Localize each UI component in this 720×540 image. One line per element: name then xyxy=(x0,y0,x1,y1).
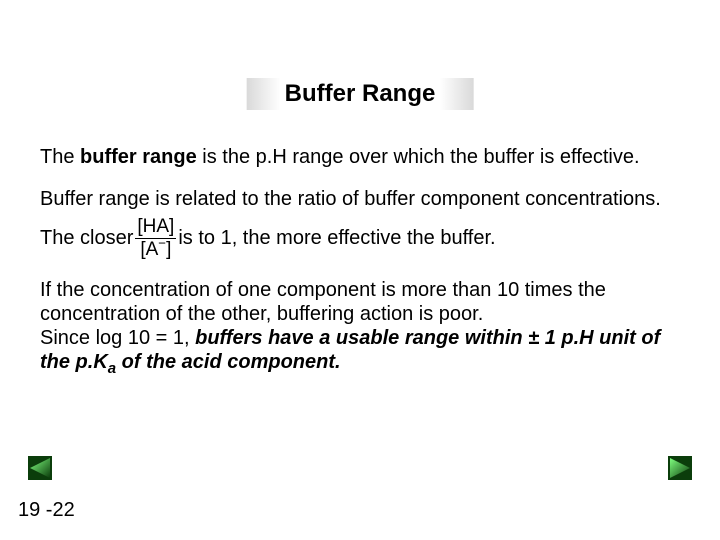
term-buffer-range: buffer range xyxy=(80,146,197,168)
fraction-numerator: [HA] xyxy=(135,217,176,237)
text-span: ] xyxy=(166,239,171,260)
subscript-a: a xyxy=(108,360,116,377)
fraction-ha-over-a: [HA] [A−] xyxy=(135,217,176,260)
text-span: The xyxy=(40,146,80,168)
text-span: The closer xyxy=(40,226,133,250)
text-span: of the acid component. xyxy=(116,351,340,373)
superscript-minus: − xyxy=(158,236,166,251)
nav-next-icon[interactable] xyxy=(668,456,692,480)
paragraph-usable-range: Since log 10 = 1, buffers have a usable … xyxy=(40,326,680,374)
paragraph-ratio: The closer [HA] [A−] is to 1, the more e… xyxy=(40,217,680,260)
slide-title: Buffer Range xyxy=(247,78,474,110)
text-span: is to 1, the more effective the buffer. xyxy=(178,226,495,250)
paragraph-definition: The buffer range is the p.H range over w… xyxy=(40,145,680,169)
title-text: Buffer Range xyxy=(285,80,436,107)
nav-prev-icon[interactable] xyxy=(28,456,52,480)
slide: Buffer Range The buffer range is the p.H… xyxy=(0,0,720,540)
text-span: is the p.H range over which the buffer i… xyxy=(197,146,640,168)
paragraph-poor-buffering: If the concentration of one component is… xyxy=(40,278,680,326)
slide-body: The buffer range is the p.H range over w… xyxy=(40,145,680,374)
text-span: Since log 10 = 1, xyxy=(40,327,195,349)
page-number: 19 -22 xyxy=(18,499,75,522)
fraction-denominator: [A−] xyxy=(138,240,173,260)
paragraph-ratio-intro: Buffer range is related to the ratio of … xyxy=(40,187,680,211)
text-span: [A xyxy=(140,239,158,260)
